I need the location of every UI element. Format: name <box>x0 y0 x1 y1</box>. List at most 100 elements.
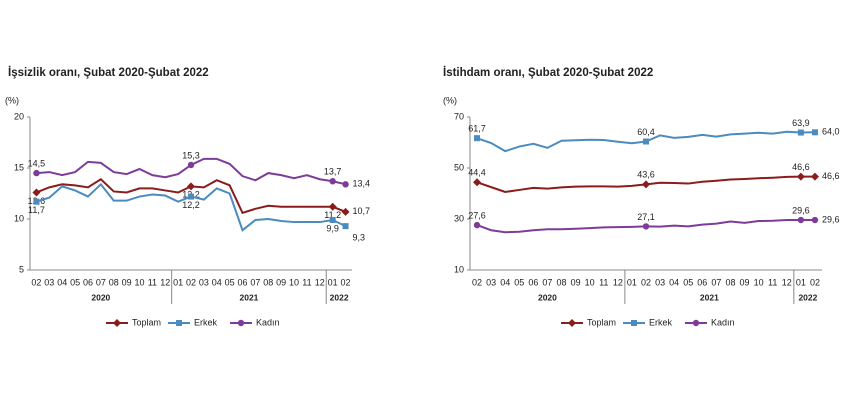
y-axis-label: (%) <box>5 95 19 105</box>
marker <box>187 182 195 191</box>
x-tick-label: 05 <box>225 277 235 287</box>
data-label: 27,6 <box>468 210 486 220</box>
x-tick-label: 04 <box>57 277 67 287</box>
x-tick-label: 05 <box>70 277 80 287</box>
x-tick-label: 10 <box>134 277 144 287</box>
group-label: 2021 <box>239 292 258 302</box>
x-tick-label: 01 <box>328 277 338 287</box>
marker <box>341 207 350 216</box>
marker <box>642 180 650 189</box>
marker <box>328 202 337 211</box>
legend-label: Toplam <box>587 317 616 327</box>
x-tick-label: 03 <box>486 277 496 287</box>
data-label: 12,2 <box>182 200 200 210</box>
data-label: 11,7 <box>28 205 45 215</box>
y-tick-label: 10 <box>454 264 464 274</box>
marker <box>473 178 482 187</box>
marker <box>33 169 40 177</box>
x-tick-label: 08 <box>557 277 567 287</box>
data-label: 10,7 <box>353 206 371 216</box>
x-tick-label: 12 <box>160 277 170 287</box>
x-tick-label: 02 <box>810 277 820 287</box>
y-tick-label: 30 <box>454 213 464 223</box>
chart-title: İşsizlik oranı, Şubat 2020-Şubat 2022 <box>8 66 209 79</box>
data-label: 46,6 <box>822 171 840 181</box>
x-tick-label: 02 <box>186 277 196 287</box>
x-tick-label: 01 <box>796 277 806 287</box>
x-tick-label: 07 <box>250 277 260 287</box>
data-label: 61,7 <box>468 124 486 134</box>
data-label: 43,6 <box>637 170 655 180</box>
data-label: 29,6 <box>792 205 810 215</box>
x-tick-label: 09 <box>122 277 132 287</box>
x-tick-label: 09 <box>740 277 750 287</box>
group-label: 2020 <box>91 292 110 302</box>
chart: İstihdam oranı, Şubat 2020-Şubat 2022 (%)… <box>443 66 839 327</box>
marker <box>796 172 805 181</box>
x-tick-label: 11 <box>302 277 311 287</box>
x-tick-label: 07 <box>96 277 106 287</box>
x-tick-label: 12 <box>613 277 623 287</box>
group-label: 2022 <box>798 292 817 302</box>
legend-marker <box>237 319 245 327</box>
x-tick-label: 03 <box>655 277 665 287</box>
y-tick-label: 50 <box>454 162 464 172</box>
x-tick-label: 02 <box>472 277 482 287</box>
y-tick-label: 15 <box>14 162 24 172</box>
marker <box>474 135 481 142</box>
marker <box>329 178 336 185</box>
marker <box>187 161 195 169</box>
marker <box>32 188 41 197</box>
x-tick-label: 11 <box>148 277 157 287</box>
marker <box>797 129 804 136</box>
x-tick-label: 04 <box>669 277 679 287</box>
data-label: 27,1 <box>637 212 655 222</box>
x-tick-label: 02 <box>341 277 351 287</box>
legend-label: Kadın <box>256 317 280 327</box>
x-tick-label: 04 <box>500 277 510 287</box>
marker <box>642 223 650 230</box>
marker <box>797 216 805 224</box>
legend-marker <box>568 319 576 327</box>
legend-marker <box>631 320 637 326</box>
legend-label: Toplam <box>132 317 161 327</box>
x-tick-label: 02 <box>641 277 651 287</box>
group-label: 2022 <box>330 292 349 302</box>
legend-marker <box>113 319 121 327</box>
x-tick-label: 10 <box>754 277 764 287</box>
x-tick-label: 05 <box>514 277 524 287</box>
y-tick-label: 10 <box>14 213 24 223</box>
x-tick-label: 02 <box>31 277 41 287</box>
marker <box>643 138 649 145</box>
x-tick-label: 07 <box>542 277 552 287</box>
x-tick-label: 08 <box>109 277 119 287</box>
y-tick-label: 5 <box>19 264 24 274</box>
x-tick-label: 08 <box>725 277 735 287</box>
legend-marker <box>692 319 700 327</box>
y-axis-label: (%) <box>443 95 457 105</box>
y-tick-label: 20 <box>14 111 24 121</box>
marker <box>33 198 40 205</box>
marker <box>810 172 819 181</box>
marker <box>342 223 349 230</box>
x-tick-label: 11 <box>768 277 777 287</box>
data-label: 44,4 <box>468 168 486 178</box>
legend-label: Erkek <box>194 317 218 327</box>
data-label: 64,0 <box>822 127 840 137</box>
marker <box>188 193 194 200</box>
marker <box>473 221 481 229</box>
marker <box>342 181 349 188</box>
marker <box>329 217 336 224</box>
group-label: 2020 <box>538 292 557 302</box>
x-tick-label: 12 <box>315 277 325 287</box>
x-tick-label: 06 <box>697 277 707 287</box>
chart-title: İstihdam oranı, Şubat 2020-Şubat 2022 <box>443 66 653 79</box>
data-label: 14,5 <box>28 158 46 168</box>
legend-label: Erkek <box>649 317 673 327</box>
y-tick-label: 70 <box>454 111 464 121</box>
x-tick-label: 12 <box>782 277 792 287</box>
x-tick-label: 01 <box>173 277 183 287</box>
data-label: 9,9 <box>326 223 339 233</box>
x-tick-label: 06 <box>528 277 538 287</box>
